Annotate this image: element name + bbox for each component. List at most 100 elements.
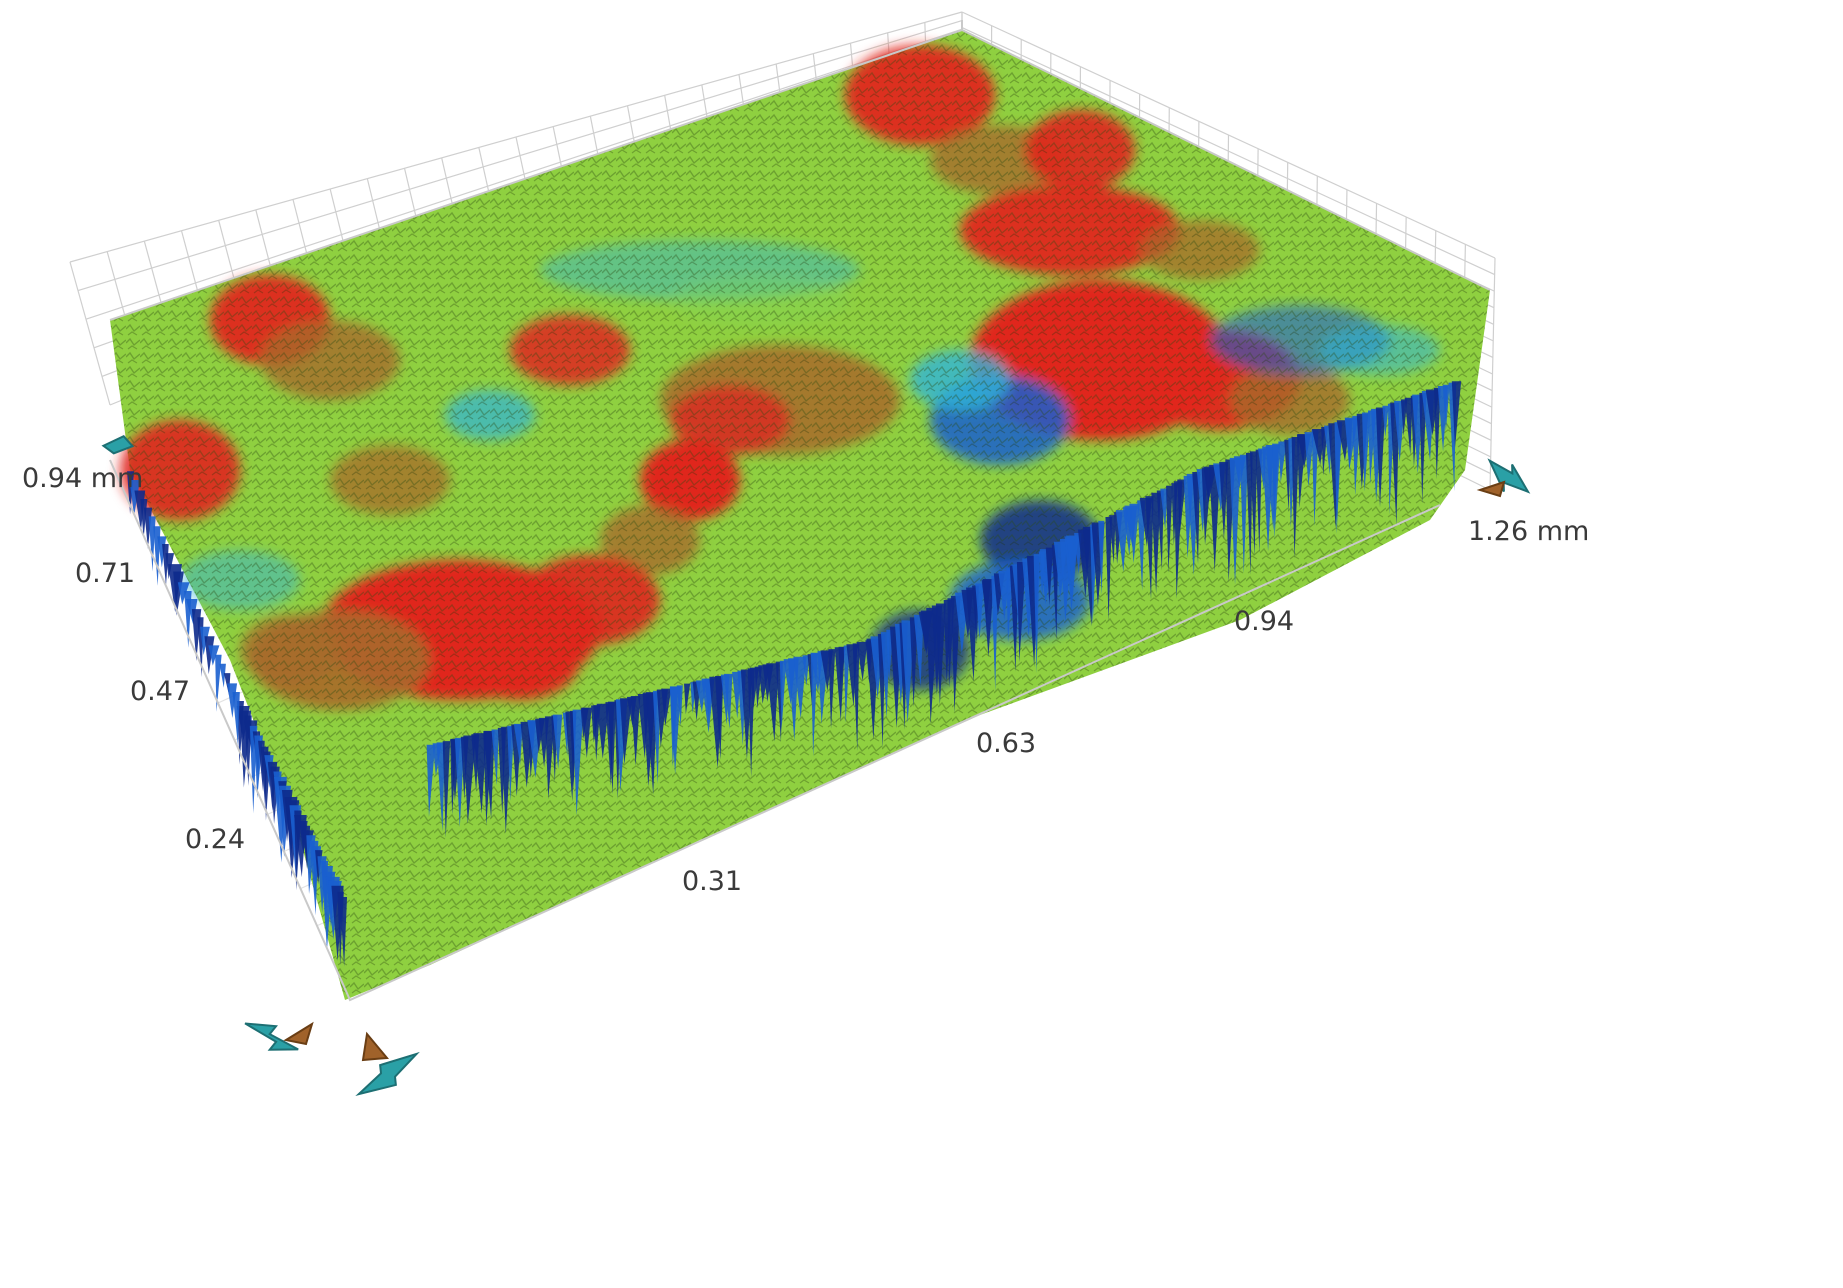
view-controls[interactable] — [101, 434, 1535, 1098]
height-map-surface — [110, 30, 1490, 1000]
valley-spike — [483, 730, 495, 819]
valley-spike — [1105, 517, 1112, 622]
y-tick-label: 0.71 — [75, 558, 135, 589]
valley-spike — [684, 683, 691, 715]
valley-spike — [442, 741, 451, 838]
valley-spike — [619, 698, 633, 765]
valley-spike — [838, 646, 846, 687]
valley-spike — [880, 632, 890, 719]
y-tick-label: 0.24 — [185, 824, 245, 855]
valley-spike — [715, 675, 724, 760]
valley-spike — [1334, 422, 1343, 534]
valley-spike — [436, 742, 446, 832]
valley-spike — [607, 701, 617, 795]
valley-spike — [544, 716, 555, 800]
valley-spike — [991, 575, 999, 691]
y-axis-labels: 0.24 0.47 0.71 0.94 mm — [22, 463, 245, 855]
valley-spike — [1419, 392, 1427, 504]
valley-spike — [1375, 407, 1386, 508]
rotate-ccw-icon[interactable] — [1480, 455, 1535, 501]
valley-spike — [1362, 412, 1371, 492]
valley-spike — [1209, 464, 1221, 572]
valley-spike — [1151, 492, 1161, 594]
valley-spikes — [127, 381, 1462, 967]
valley-spike — [1051, 544, 1059, 641]
rotate-left-icon[interactable] — [244, 1008, 299, 1065]
x-axis-labels: 0.31 0.63 0.94 1.26 mm — [682, 516, 1589, 897]
valley-spike — [1115, 510, 1129, 572]
valley-spike — [1098, 520, 1105, 595]
valley-spike — [507, 725, 515, 802]
valley-spike — [1045, 547, 1053, 606]
valley-spike — [1404, 397, 1413, 455]
tilt-up-icon[interactable] — [283, 1021, 314, 1046]
valley-spike — [1390, 402, 1400, 526]
valley-spike — [596, 703, 610, 759]
valley-spike — [1239, 454, 1248, 574]
valley-spike — [454, 737, 465, 828]
x-tick-label: 0.94 — [1234, 606, 1294, 637]
x-axis-max-label: 1.26 mm — [1468, 516, 1589, 547]
valley-spike — [1382, 405, 1389, 438]
rotate-left-small-icon[interactable] — [101, 434, 135, 456]
valley-spike — [652, 690, 661, 785]
valley-spike — [852, 643, 860, 752]
valley-spike — [975, 583, 984, 640]
grid-line — [961, 11, 1496, 259]
grid-line — [69, 261, 111, 406]
valley-spike — [766, 663, 779, 742]
valley-spike — [843, 645, 850, 723]
valley-spike — [513, 723, 523, 766]
valley-spike — [1145, 496, 1154, 600]
valley-spike — [339, 896, 348, 967]
x-tick-label: 0.63 — [976, 728, 1036, 759]
valley-spike — [208, 645, 220, 666]
valley-spike — [129, 479, 141, 516]
valley-spike — [982, 579, 994, 658]
grid-line — [961, 27, 1495, 276]
valley-spike — [1016, 562, 1026, 663]
valley-spike — [779, 660, 787, 730]
valley-spike — [185, 599, 198, 625]
valley-spike — [1278, 441, 1287, 483]
valley-spike — [1442, 384, 1450, 432]
valley-spike — [232, 691, 240, 746]
valley-spike — [426, 744, 436, 818]
valley-spike — [153, 526, 161, 586]
valley-spike — [909, 617, 918, 708]
valley-spike — [1229, 457, 1241, 585]
valley-spike — [950, 595, 961, 713]
grid-line — [69, 11, 963, 263]
valley-spike — [1433, 387, 1441, 480]
tilt-icon[interactable] — [1476, 480, 1506, 498]
tilt-down-icon[interactable] — [361, 1031, 389, 1062]
valley-spike — [200, 626, 210, 656]
valley-spike — [1272, 443, 1281, 539]
y-tick-label: 0.47 — [130, 676, 190, 707]
valley-spike — [1177, 479, 1186, 535]
valley-spike — [630, 695, 641, 766]
valley-spike — [1033, 554, 1040, 674]
valley-spike — [1304, 432, 1314, 487]
rotate-right-icon[interactable] — [352, 1051, 424, 1098]
valley-spike — [1156, 490, 1164, 571]
valley-spike — [1166, 485, 1173, 573]
valley-spike — [1255, 449, 1262, 554]
valley-spike — [1400, 399, 1408, 436]
valley-spike — [913, 614, 924, 688]
valley-spike — [1160, 488, 1168, 530]
valley-spike — [935, 603, 946, 705]
valley-spike — [1109, 515, 1116, 564]
valley-spike — [676, 685, 683, 727]
valley-spike — [473, 733, 487, 814]
y-axis-max-label: 0.94 mm — [22, 463, 143, 494]
valley-spike — [219, 663, 226, 688]
valley-spike — [661, 688, 672, 726]
valley-spike — [177, 582, 190, 605]
axis-frame — [109, 20, 1491, 1002]
valley-spike — [828, 649, 836, 729]
valley-spike — [1291, 436, 1300, 559]
valley-spike — [581, 707, 592, 759]
grid-line — [85, 28, 963, 320]
